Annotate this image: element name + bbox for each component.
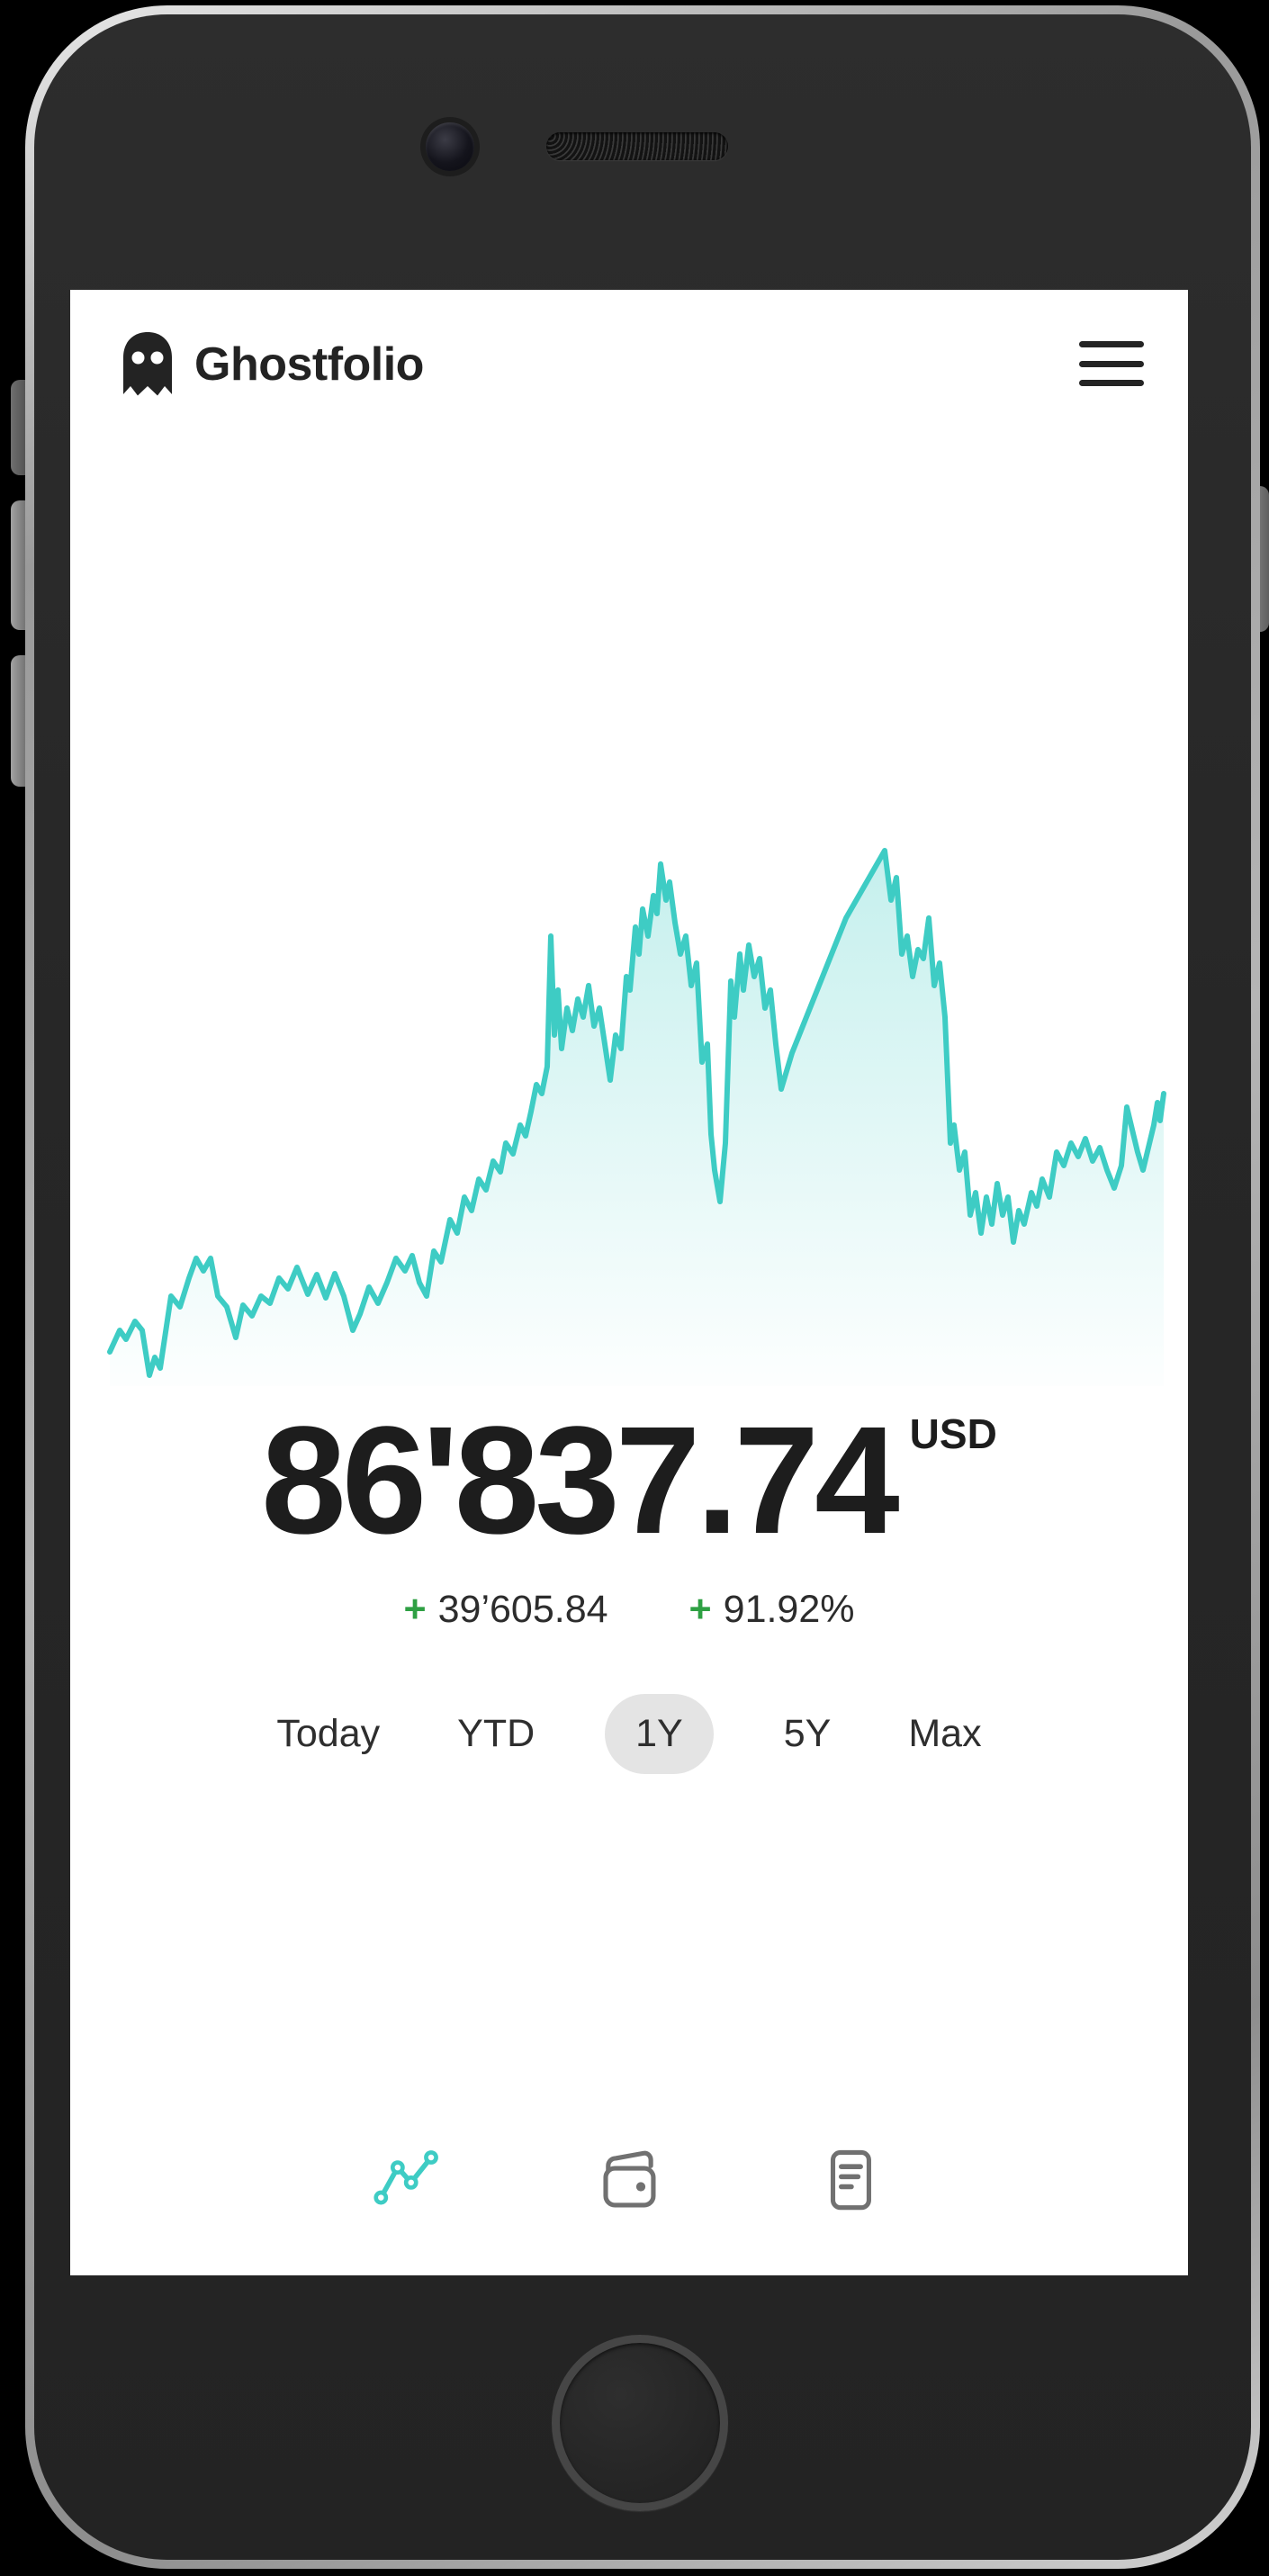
earpiece-speaker [546, 132, 728, 160]
hamburger-menu-button[interactable] [1079, 341, 1144, 386]
area-chart [107, 848, 1166, 1386]
phone-bezel: Ghostfolio [34, 14, 1251, 2560]
app-screen: Ghostfolio [70, 290, 1188, 2275]
portfolio-value: 86'837.74 [261, 1395, 899, 1566]
currency-label: USD [909, 1410, 997, 1457]
nav-item-report[interactable] [810, 2140, 891, 2221]
phone-frame: Ghostfolio [25, 5, 1260, 2569]
change-absolute: 39’605.84 [437, 1588, 608, 1631]
front-camera-icon [426, 122, 474, 171]
home-button [552, 2335, 728, 2511]
portfolio-change-row: + 39’605.84 + 91.92% [70, 1588, 1188, 1632]
range-chip-max[interactable]: Max [901, 1694, 988, 1774]
range-chip-5y[interactable]: 5Y [777, 1694, 839, 1774]
nav-item-overview[interactable] [367, 2140, 448, 2221]
range-chip-ytd[interactable]: YTD [450, 1694, 542, 1774]
portfolio-value-row: 86'837.74 USD [70, 1404, 1188, 1557]
change-percent: 91.92% [723, 1588, 855, 1631]
plus-icon: + [403, 1588, 427, 1631]
hamburger-icon [1079, 341, 1144, 347]
performance-chart [70, 792, 1188, 1386]
wallet-icon [603, 2150, 656, 2208]
report-icon [830, 2149, 871, 2211]
change-percent-group: + 91.92% [689, 1588, 855, 1632]
ghost-icon [123, 332, 172, 396]
line-chart-icon [374, 2150, 438, 2205]
date-range-selector: Today YTD 1Y 5Y Max [70, 1694, 1188, 1774]
change-absolute-group: + 39’605.84 [404, 1588, 608, 1632]
bottom-navigation [70, 2140, 1188, 2221]
nav-item-wallet[interactable] [589, 2140, 670, 2221]
range-chip-1y[interactable]: 1Y [605, 1694, 714, 1774]
range-chip-today[interactable]: Today [269, 1694, 387, 1774]
app-title: Ghostfolio [194, 338, 424, 391]
plus-icon: + [688, 1588, 712, 1631]
app-header: Ghostfolio [121, 330, 424, 399]
